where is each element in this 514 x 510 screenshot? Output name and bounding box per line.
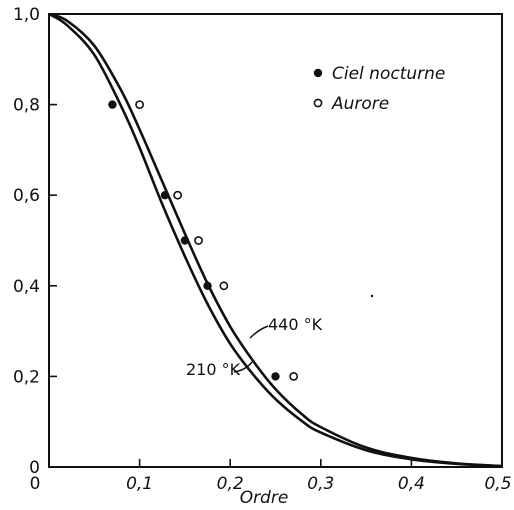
curve-label-440K: 440 °K [268, 315, 323, 334]
point-aurore [174, 192, 181, 199]
legend: Ciel nocturne Aurore [314, 64, 446, 114]
legend-marker-aurore [314, 99, 321, 106]
point-ciel-nocturne [271, 372, 279, 380]
x-tick-label: 0,4 [398, 474, 425, 494]
curve-label-440K-leader [250, 326, 268, 338]
stray-dot [371, 295, 373, 297]
curve-label-210K: 210 °K [186, 360, 241, 379]
x-tick-label: 0,3 [307, 474, 334, 494]
point-ciel-nocturne [203, 282, 211, 290]
point-aurore [195, 237, 202, 244]
legend-marker-ciel-nocturne [314, 69, 322, 77]
x-tick-label: 0,1 [126, 474, 153, 494]
point-aurore [136, 101, 143, 108]
x-origin-label: 0 [30, 474, 41, 494]
x-axis-label: Ordre [240, 488, 289, 508]
point-aurore [220, 282, 227, 289]
point-ciel-nocturne [108, 100, 116, 108]
point-ciel-nocturne [181, 236, 189, 244]
y-tick-label: 1,0 [13, 5, 40, 25]
curve-label-440K-group: 440 °K [250, 315, 323, 338]
y-tick-label: 0,2 [13, 367, 40, 387]
y-tick-label: 0,4 [13, 277, 40, 297]
curve-label-210K-group: 210 °K [186, 360, 252, 379]
point-ciel-nocturne [161, 191, 169, 199]
y-tick-label: 0,8 [13, 96, 40, 116]
point-aurore [290, 373, 297, 380]
y-tick-label: 0,6 [13, 186, 40, 206]
legend-label-aurore: Aurore [331, 94, 389, 114]
legend-label-ciel-nocturne: Ciel nocturne [332, 64, 445, 84]
x-tick-label: 0,5 [484, 474, 511, 494]
